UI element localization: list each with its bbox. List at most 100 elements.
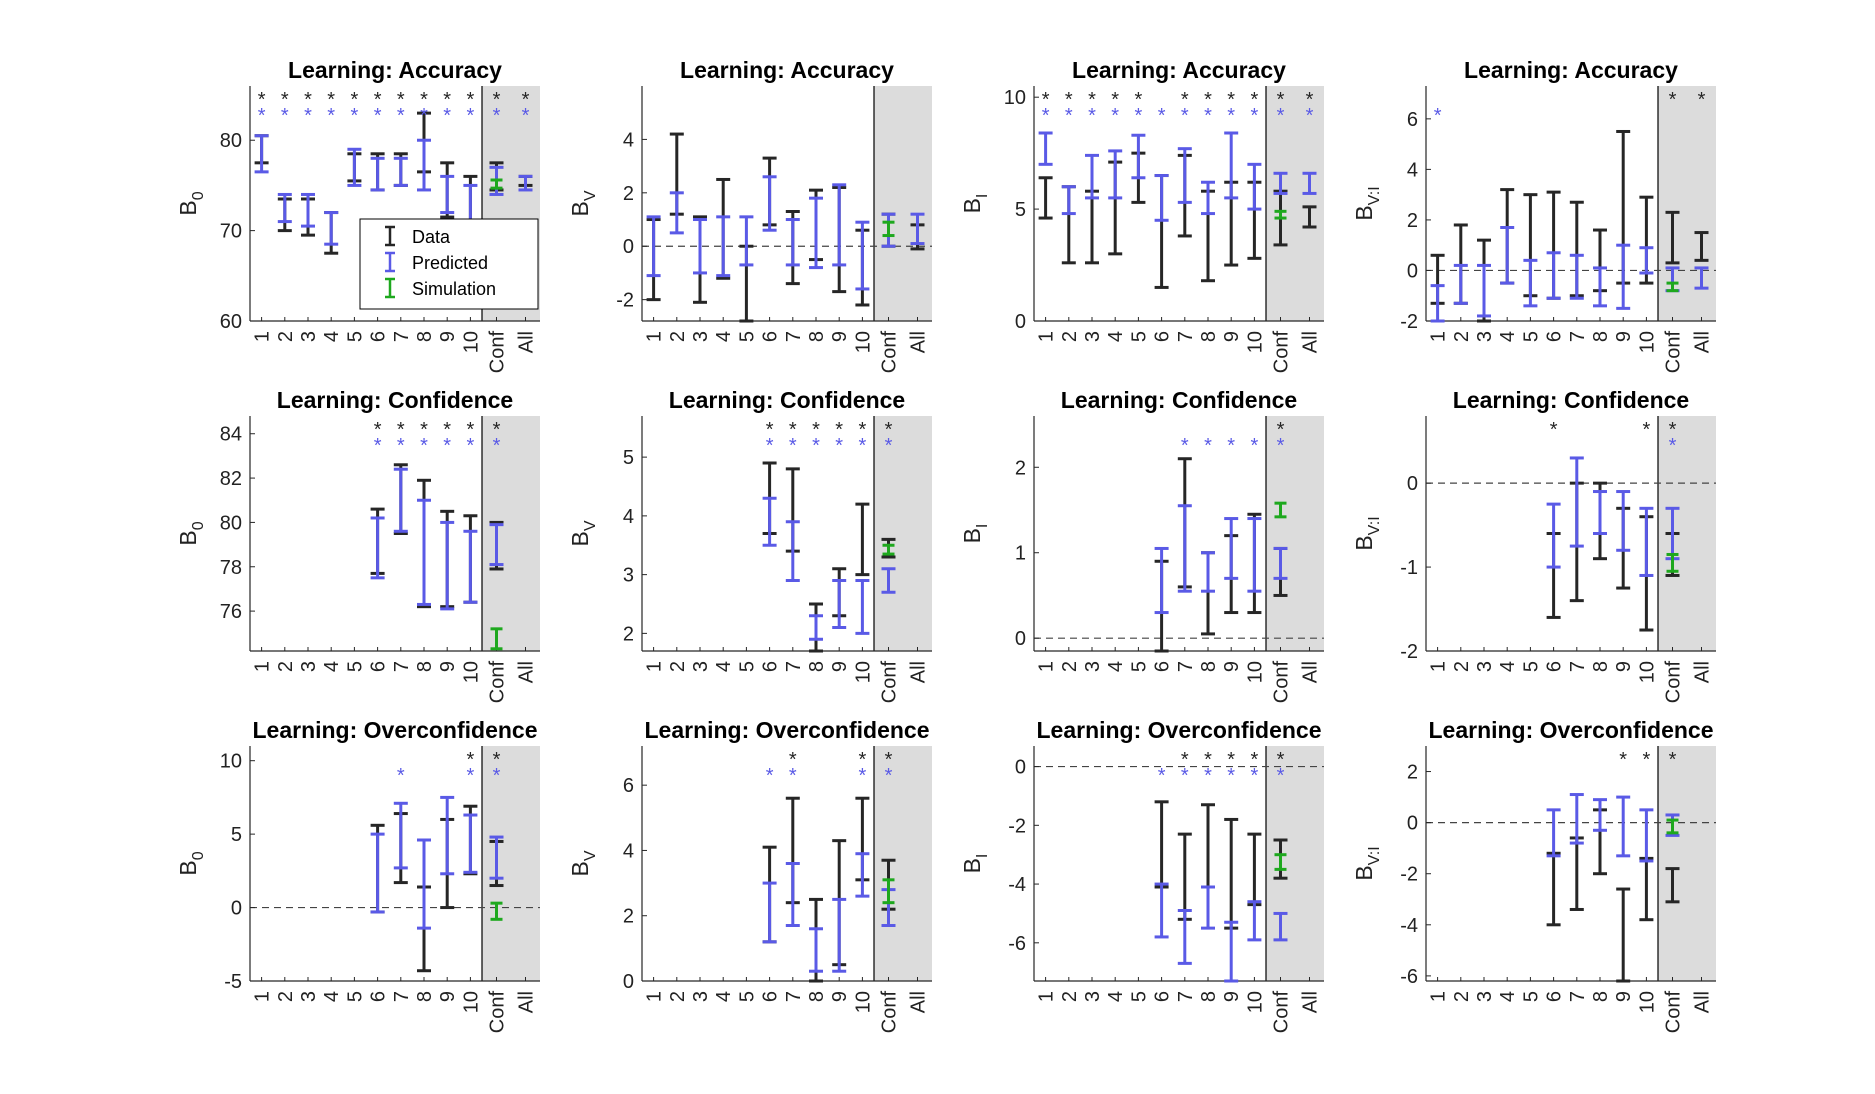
legend: Data Predicted Simulation bbox=[359, 218, 539, 310]
predicted-errorbar bbox=[393, 156, 408, 187]
sig-star-predicted: * bbox=[1251, 105, 1259, 127]
sig-star-data: * bbox=[1181, 89, 1189, 111]
shaded-region bbox=[874, 746, 932, 981]
predicted-errorbar bbox=[1639, 246, 1654, 275]
x-tick-label: 4 bbox=[1105, 331, 1127, 342]
x-tick-label: All bbox=[908, 661, 930, 683]
predicted-errorbar bbox=[1154, 546, 1169, 615]
sig-star-predicted: * bbox=[835, 435, 843, 457]
sig-star-predicted: * bbox=[1669, 435, 1677, 457]
sig-star-predicted: * bbox=[1181, 765, 1189, 787]
predicted-errorbar bbox=[1639, 506, 1654, 577]
sig-star-predicted: * bbox=[1158, 765, 1166, 787]
x-tick-label: 3 bbox=[690, 661, 712, 672]
x-tick-label: 5 bbox=[736, 991, 758, 1002]
x-tick-label: 5 bbox=[736, 661, 758, 672]
x-tick-label: 3 bbox=[298, 661, 320, 672]
x-tick-label: 9 bbox=[1613, 331, 1635, 342]
predicted-errorbar bbox=[1201, 551, 1215, 593]
x-tick-label: 1 bbox=[252, 331, 274, 342]
sig-star-data: * bbox=[397, 419, 405, 441]
panel-title: Learning: Accuracy bbox=[1072, 57, 1286, 83]
x-tick-label: 1 bbox=[252, 991, 274, 1002]
simulation-errorbar bbox=[1666, 281, 1679, 293]
predicted-errorbar bbox=[1177, 909, 1192, 965]
sig-star-data: * bbox=[812, 419, 820, 441]
x-tick-label: 9 bbox=[1221, 991, 1243, 1002]
predicted-errorbar bbox=[254, 134, 269, 174]
x-tick-label: Conf bbox=[1663, 661, 1685, 704]
sig-star-predicted: * bbox=[443, 435, 451, 457]
y-tick-label: 70 bbox=[220, 221, 242, 243]
sig-star-predicted: * bbox=[1251, 765, 1259, 787]
data-errorbar bbox=[1038, 176, 1053, 220]
x-tick-label: 9 bbox=[437, 991, 459, 1002]
x-tick-label: 6 bbox=[1152, 331, 1174, 342]
data-errorbar bbox=[1085, 189, 1099, 265]
legend-marker bbox=[385, 277, 395, 299]
sig-star-predicted: * bbox=[467, 765, 475, 787]
sig-star-data: * bbox=[1111, 89, 1119, 111]
x-tick-label: 7 bbox=[391, 991, 413, 1002]
predicted-errorbar bbox=[1546, 251, 1561, 300]
data-errorbar bbox=[1694, 231, 1709, 262]
predicted-errorbar bbox=[1569, 253, 1584, 300]
sig-star-predicted: * bbox=[397, 765, 405, 787]
panel-title: Learning: Accuracy bbox=[288, 57, 502, 83]
predicted-errorbar bbox=[1247, 900, 1262, 942]
x-tick-label: 8 bbox=[1198, 331, 1220, 342]
sig-star-predicted: * bbox=[493, 765, 501, 787]
predicted-errorbar bbox=[1639, 808, 1654, 863]
predicted-errorbar bbox=[809, 927, 823, 973]
y-tick-label: 78 bbox=[220, 557, 242, 579]
shaded-region bbox=[874, 86, 932, 321]
y-axis-label: BV bbox=[567, 520, 599, 546]
y-tick-label: 76 bbox=[220, 601, 242, 623]
x-tick-label: 5 bbox=[736, 331, 758, 342]
shaded-region bbox=[874, 416, 932, 651]
x-tick-label: 3 bbox=[1082, 991, 1104, 1002]
sig-star-predicted: * bbox=[1204, 765, 1212, 787]
y-tick-label: 4 bbox=[623, 129, 634, 151]
predicted-errorbar bbox=[1247, 517, 1262, 593]
x-tick-label: Conf bbox=[1663, 991, 1685, 1034]
y-tick-label: 10 bbox=[1004, 87, 1026, 109]
simulation-errorbar bbox=[882, 878, 895, 905]
sig-star-data: * bbox=[1669, 419, 1677, 441]
x-tick-label: 10 bbox=[1636, 661, 1658, 683]
x-tick-label: 5 bbox=[1520, 331, 1542, 342]
simulation-errorbar bbox=[1274, 209, 1287, 220]
x-tick-label: 4 bbox=[1105, 661, 1127, 672]
predicted-errorbar bbox=[324, 211, 339, 246]
simulation-errorbar bbox=[490, 627, 503, 651]
x-tick-label: 1 bbox=[1428, 331, 1450, 342]
predicted-errorbar bbox=[693, 218, 707, 275]
sig-star-predicted: * bbox=[1277, 105, 1285, 127]
data-errorbar bbox=[1224, 817, 1239, 930]
sig-star-predicted: * bbox=[1434, 105, 1442, 127]
legend-marker bbox=[385, 251, 395, 273]
sig-star-data: * bbox=[258, 89, 266, 111]
x-tick-label: 7 bbox=[1567, 331, 1589, 342]
predicted-errorbar bbox=[393, 467, 408, 533]
x-tick-label: 7 bbox=[783, 331, 805, 342]
sig-star-data: * bbox=[885, 749, 893, 771]
x-tick-label: 5 bbox=[1128, 661, 1150, 672]
panel-title: Learning: Accuracy bbox=[1464, 57, 1678, 83]
sig-star-predicted: * bbox=[1204, 105, 1212, 127]
sig-star-data: * bbox=[1643, 419, 1651, 441]
sig-star-predicted: * bbox=[304, 105, 312, 127]
predicted-errorbar bbox=[762, 881, 777, 944]
shaded-region bbox=[482, 416, 540, 651]
y-tick-label: 5 bbox=[623, 447, 634, 469]
y-axis-label: BI bbox=[959, 524, 991, 544]
x-tick-label: 6 bbox=[368, 661, 390, 672]
x-tick-label: 3 bbox=[1474, 991, 1496, 1002]
sig-star-predicted: * bbox=[1227, 765, 1235, 787]
x-tick-label: 2 bbox=[1451, 331, 1473, 342]
x-tick-label: 7 bbox=[783, 661, 805, 672]
y-tick-label: 2 bbox=[623, 183, 634, 205]
